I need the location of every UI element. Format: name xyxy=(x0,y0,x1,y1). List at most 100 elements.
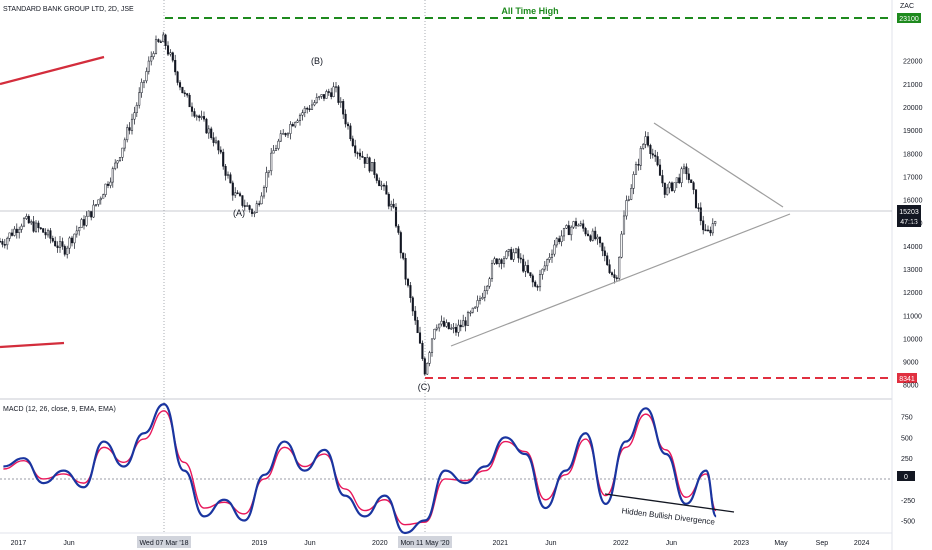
price-candle-body xyxy=(534,281,537,287)
time-tick-label: 2022 xyxy=(613,540,629,547)
price-candle-body xyxy=(18,229,21,233)
price-candle-body xyxy=(214,140,218,143)
time-tick-label: 2021 xyxy=(492,540,508,547)
macd-tick-label: 750 xyxy=(901,415,913,422)
price-candle-body xyxy=(553,244,556,255)
price-candle-body xyxy=(644,136,647,145)
price-candle-body xyxy=(531,275,534,283)
price-candle-body xyxy=(3,244,6,246)
price-tick-label: 12000 xyxy=(903,290,923,297)
price-candle-body xyxy=(262,187,266,197)
price-candle-body xyxy=(625,200,628,217)
price-candle-body xyxy=(385,185,388,195)
price-candle-body xyxy=(279,133,282,142)
price-candle-body xyxy=(522,258,525,272)
price-candle-body xyxy=(680,168,683,184)
price-candle-body xyxy=(349,125,352,140)
price-candle-body xyxy=(116,160,119,164)
price-candle-body xyxy=(106,183,110,186)
price-candle-body xyxy=(361,155,364,158)
price-candle-body xyxy=(618,256,621,279)
price-candle-body xyxy=(337,86,340,103)
price-candle-body xyxy=(555,238,558,246)
price-candle-body xyxy=(498,259,501,265)
price-candle-body xyxy=(574,221,578,226)
price-tick-label: 14000 xyxy=(903,244,923,251)
price-candle-body xyxy=(428,352,431,364)
price-candle-body xyxy=(454,327,458,333)
price-candle-body xyxy=(639,148,642,166)
price-candle-body xyxy=(274,148,278,151)
price-candle-body xyxy=(13,228,16,236)
price-candle-body xyxy=(342,101,345,115)
price-candle-body xyxy=(512,252,515,260)
price-candle-body xyxy=(102,194,105,199)
price-candle-body xyxy=(562,227,566,237)
time-tick-label: Jun xyxy=(666,540,677,547)
price-candle-body xyxy=(178,82,182,88)
price-candle-body xyxy=(488,278,491,287)
price-candle-body xyxy=(632,174,635,189)
price-candle-body xyxy=(450,327,453,330)
price-candle-body xyxy=(166,45,170,55)
triangle-upper-line xyxy=(653,122,784,208)
price-candle-body xyxy=(30,221,33,224)
price-candle-body xyxy=(380,184,383,187)
price-candle-body xyxy=(579,223,582,226)
price-candle-body xyxy=(438,323,441,329)
ath-annotation: All Time High xyxy=(501,6,558,16)
price-tick-label: 16000 xyxy=(903,198,923,205)
low-date-tag-text: Mon 11 May '20 xyxy=(400,540,449,547)
price-candle-body xyxy=(94,204,98,206)
price-candle-body xyxy=(390,203,393,207)
price-candle-body xyxy=(692,182,695,190)
price-candle-body xyxy=(421,342,424,359)
price-candle-body xyxy=(282,133,285,135)
ath-price-tag xyxy=(897,13,921,23)
price-candle-body xyxy=(524,265,527,272)
price-candle-body xyxy=(411,297,414,312)
price-candle-body xyxy=(327,91,330,93)
price-candle-body xyxy=(10,232,14,236)
price-candle-body xyxy=(656,156,659,166)
price-candle-body xyxy=(615,277,618,279)
price-candle-body xyxy=(378,180,381,187)
macd-title: MACD (12, 26, close, 9, EMA, EMA) xyxy=(3,406,116,413)
price-candle-body xyxy=(200,116,203,118)
price-candle-body xyxy=(690,179,693,183)
price-candle-body xyxy=(267,170,270,173)
time-tick-label: May xyxy=(774,540,788,547)
price-candle-body xyxy=(193,111,196,117)
price-candle-body xyxy=(558,238,561,243)
trend-line-upper-left xyxy=(0,55,105,86)
axis-layer: 8000 9000 10000 11000 12000 13000 14000 15000 16… xyxy=(11,59,923,547)
macd-tick-label: 250 xyxy=(901,456,913,463)
price-candle-body xyxy=(39,227,42,230)
price-candle-body xyxy=(435,327,438,330)
trend-line-lower-left xyxy=(0,341,65,349)
price-candle-body xyxy=(289,124,292,134)
price-candle-body xyxy=(670,182,674,192)
price-candle-body xyxy=(162,34,165,43)
price-candle-body xyxy=(0,240,2,243)
price-tick-label: 20000 xyxy=(903,105,923,112)
price-candle-body xyxy=(42,228,45,233)
price-candle-body xyxy=(176,71,179,83)
price-candle-body xyxy=(699,207,702,222)
price-candle-body xyxy=(265,172,268,188)
price-tick-label: 11000 xyxy=(903,313,922,320)
price-candle-body xyxy=(181,86,184,94)
price-candle-body xyxy=(658,164,662,176)
price-candle-body xyxy=(260,195,263,205)
price-candle-body xyxy=(85,215,88,226)
price-candle-body xyxy=(63,246,66,255)
price-candle-body xyxy=(318,96,321,98)
price-candle-body xyxy=(121,147,124,158)
price-candle-body xyxy=(538,274,542,288)
price-candle-body xyxy=(404,258,407,280)
price-candle-body xyxy=(469,311,472,314)
price-candle-body xyxy=(104,183,107,195)
price-candle-body xyxy=(596,236,599,240)
price-candle-body xyxy=(517,248,520,259)
